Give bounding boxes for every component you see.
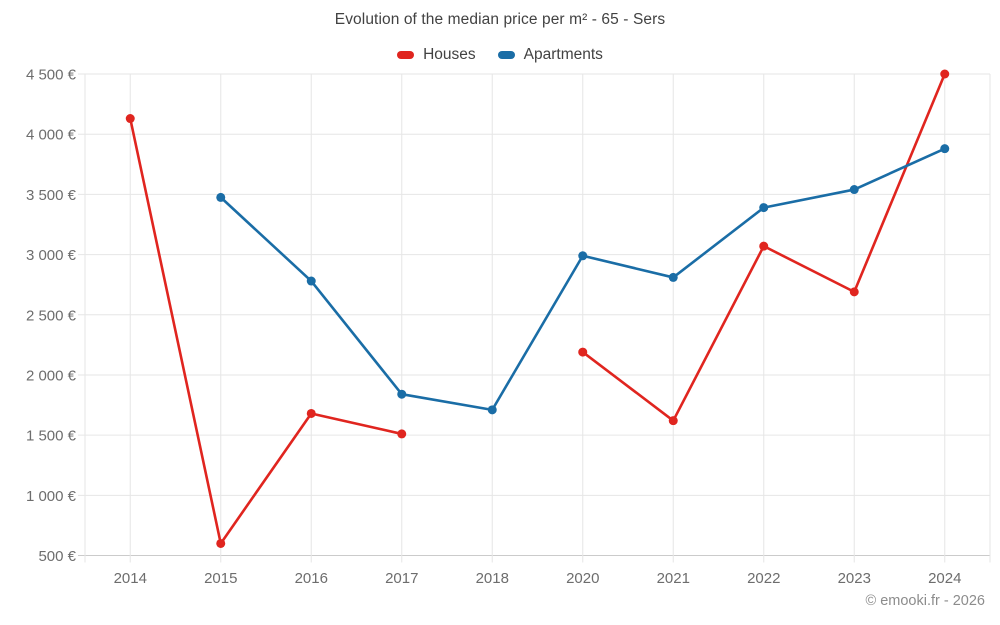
houses-series-swatch-icon bbox=[397, 51, 415, 59]
x-axis-label: 2021 bbox=[657, 570, 690, 587]
data-point-houses-2014[interactable] bbox=[125, 114, 135, 124]
data-point-houses-2017[interactable] bbox=[397, 429, 407, 439]
series-line-houses bbox=[128, 117, 404, 545]
data-point-houses-2022[interactable] bbox=[759, 241, 769, 251]
copyright-note: © emooki.fr - 2026 bbox=[865, 593, 985, 609]
apartments-series-swatch-icon bbox=[497, 51, 515, 59]
x-axis-label: 2016 bbox=[295, 570, 328, 587]
y-axis-label: 4 500 € bbox=[26, 67, 77, 84]
data-point-apartments-2017[interactable] bbox=[397, 389, 407, 399]
y-axis-label: 2 000 € bbox=[26, 367, 77, 384]
data-point-apartments-2015[interactable] bbox=[216, 192, 226, 202]
data-point-apartments-2023[interactable] bbox=[849, 185, 859, 195]
y-axis-label: 1 000 € bbox=[26, 488, 77, 505]
y-axis-label: 4 000 € bbox=[26, 127, 77, 144]
data-point-apartments-2024[interactable] bbox=[940, 144, 950, 154]
y-axis-label: 3 000 € bbox=[26, 247, 77, 264]
chart-legend: Houses Apartments bbox=[0, 46, 1000, 64]
data-point-houses-2021[interactable] bbox=[668, 416, 678, 426]
x-axis-label: 2017 bbox=[385, 570, 418, 587]
data-point-apartments-2021[interactable] bbox=[668, 272, 678, 282]
y-axis-label: 3 500 € bbox=[26, 187, 77, 204]
chart-title: Evolution of the median price per m² - 6… bbox=[334, 11, 666, 28]
data-point-houses-2023[interactable] bbox=[849, 287, 859, 297]
data-point-houses-2015[interactable] bbox=[216, 538, 226, 548]
legend-label-apartments: Apartments bbox=[523, 46, 603, 63]
legend-label-houses: Houses bbox=[423, 46, 476, 63]
data-point-apartments-2016[interactable] bbox=[306, 276, 316, 286]
legend-item-apartments[interactable]: Apartments bbox=[497, 46, 603, 64]
data-point-apartments-2022[interactable] bbox=[759, 203, 769, 213]
data-point-houses-2020[interactable] bbox=[578, 347, 588, 357]
x-axis-label: 2022 bbox=[747, 570, 780, 587]
y-axis-label: 2 500 € bbox=[26, 307, 77, 324]
data-point-apartments-2020[interactable] bbox=[578, 251, 588, 261]
y-axis-label: 1 500 € bbox=[26, 428, 77, 445]
data-point-apartments-2018[interactable] bbox=[487, 405, 497, 415]
x-axis-label: 2015 bbox=[204, 570, 237, 587]
x-axis-label: 2024 bbox=[928, 570, 961, 587]
x-axis-label: 2023 bbox=[838, 570, 871, 587]
legend-item-houses[interactable]: Houses bbox=[397, 46, 476, 64]
x-axis-label: 2014 bbox=[114, 570, 147, 587]
x-axis-label: 2020 bbox=[566, 570, 599, 587]
data-point-houses-2016[interactable] bbox=[306, 408, 316, 418]
y-axis-label: 500 € bbox=[38, 548, 76, 565]
data-point-houses-2024[interactable] bbox=[940, 69, 950, 79]
x-axis-label: 2018 bbox=[476, 570, 509, 587]
